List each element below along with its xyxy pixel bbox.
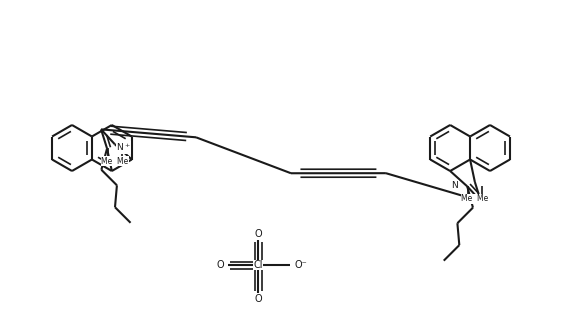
Text: Me  Me: Me Me bbox=[461, 195, 489, 203]
Text: Me  Me: Me Me bbox=[101, 156, 128, 166]
Text: O: O bbox=[216, 260, 224, 270]
Text: O: O bbox=[254, 294, 262, 304]
Text: O: O bbox=[254, 229, 262, 239]
Text: N: N bbox=[452, 181, 458, 190]
Text: O⁻: O⁻ bbox=[294, 260, 307, 270]
Text: Cl: Cl bbox=[253, 260, 263, 270]
Text: N$^+$: N$^+$ bbox=[116, 142, 131, 154]
